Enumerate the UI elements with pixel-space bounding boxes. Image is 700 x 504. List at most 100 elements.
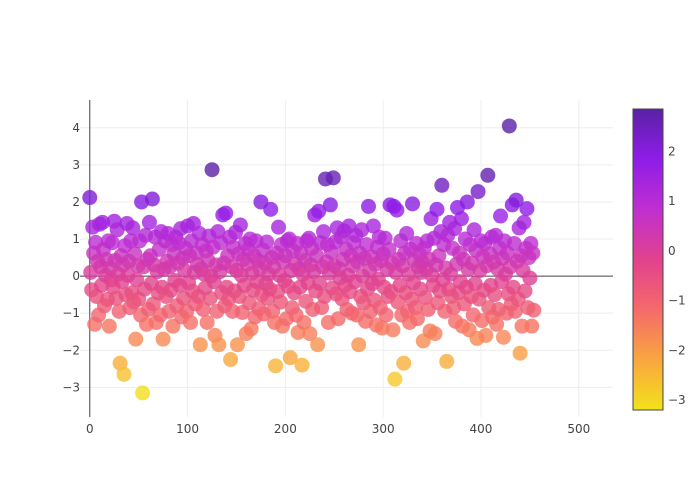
data-point (199, 314, 215, 330)
data-point (183, 314, 199, 330)
data-point (526, 302, 542, 318)
data-point (387, 371, 403, 387)
data-point (519, 201, 535, 217)
data-point (396, 355, 412, 371)
data-point (351, 337, 367, 353)
data-point (501, 118, 517, 134)
data-point (524, 318, 540, 334)
y-tick-label: 0 (72, 269, 80, 283)
data-point (268, 358, 284, 374)
data-point (466, 222, 482, 238)
data-point (489, 316, 505, 332)
data-point (316, 224, 332, 240)
colorbar-tick-label: 2 (668, 144, 676, 158)
data-point (493, 208, 509, 224)
data-point (127, 246, 143, 262)
data-point (512, 345, 528, 361)
data-point (101, 318, 117, 334)
y-tick-label: 4 (72, 121, 80, 135)
y-tick-label: −2 (62, 343, 80, 357)
data-point (478, 327, 494, 343)
data-point (453, 211, 469, 227)
data-point (434, 177, 450, 193)
y-axis-tick-labels: −3 −2 −1 0 1 2 3 4 (62, 121, 80, 395)
data-point (361, 198, 377, 214)
data-point (365, 218, 381, 234)
x-tick-label: 200 (274, 422, 297, 436)
data-point (487, 287, 503, 303)
data-point (195, 301, 211, 317)
data-point (508, 192, 524, 208)
data-point (505, 279, 521, 295)
data-point (389, 202, 405, 218)
data-point (263, 201, 279, 217)
data-point (144, 191, 160, 207)
data-point (135, 385, 151, 401)
data-point (322, 197, 338, 213)
data-point (470, 184, 486, 200)
x-tick-label: 500 (567, 422, 590, 436)
data-point (459, 194, 475, 210)
data-point (229, 337, 245, 353)
data-point (525, 245, 541, 261)
data-point (141, 214, 157, 230)
y-tick-label: 1 (72, 232, 80, 246)
data-point (495, 329, 511, 345)
data-point (506, 235, 522, 251)
data-point (155, 331, 171, 347)
colorbar-tick-label: 1 (668, 194, 676, 208)
data-point (272, 294, 288, 310)
data-point (517, 283, 533, 299)
y-tick-label: 2 (72, 195, 80, 209)
data-point (325, 170, 341, 186)
data-point (480, 167, 496, 183)
data-point (104, 235, 120, 251)
x-tick-label: 300 (372, 422, 395, 436)
colorbar-gradient (632, 108, 664, 411)
data-point (310, 337, 326, 353)
colorbar-tick-label: −2 (668, 343, 686, 357)
data-point (409, 311, 425, 327)
data-point (385, 322, 401, 338)
x-tick-label: 0 (86, 422, 94, 436)
data-point (516, 214, 532, 230)
data-point (125, 220, 141, 236)
data-point (296, 314, 312, 330)
data-point (271, 219, 287, 235)
data-point (407, 300, 423, 316)
data-point (378, 307, 394, 323)
colorbar: 2 1 0 −1 −2 −3 (632, 108, 686, 411)
y-tick-label: −3 (62, 380, 80, 394)
data-point (192, 337, 208, 353)
data-point (243, 321, 259, 337)
data-point (294, 357, 310, 373)
colorbar-tick-label: −1 (668, 294, 686, 308)
y-tick-label: −1 (62, 306, 80, 320)
data-point (417, 290, 433, 306)
data-point (259, 234, 275, 250)
data-point (429, 201, 445, 217)
data-point (427, 326, 443, 342)
colorbar-tick-label: −3 (668, 393, 686, 407)
colorbar-tick-label: 0 (668, 244, 676, 258)
data-point (128, 331, 144, 347)
data-point (354, 222, 370, 238)
data-point (204, 162, 220, 178)
data-point (202, 290, 218, 306)
data-point (218, 205, 234, 221)
data-point (82, 190, 98, 206)
data-point (405, 196, 421, 212)
data-point (439, 353, 455, 369)
data-point (94, 214, 110, 230)
data-point (116, 366, 132, 382)
data-point (232, 217, 248, 233)
data-point (282, 350, 298, 366)
data-points (82, 118, 542, 401)
data-point (381, 241, 397, 257)
y-tick-label: 3 (72, 158, 80, 172)
data-point (507, 303, 523, 319)
data-point (399, 225, 415, 241)
data-point (311, 203, 327, 219)
data-point (302, 326, 318, 342)
